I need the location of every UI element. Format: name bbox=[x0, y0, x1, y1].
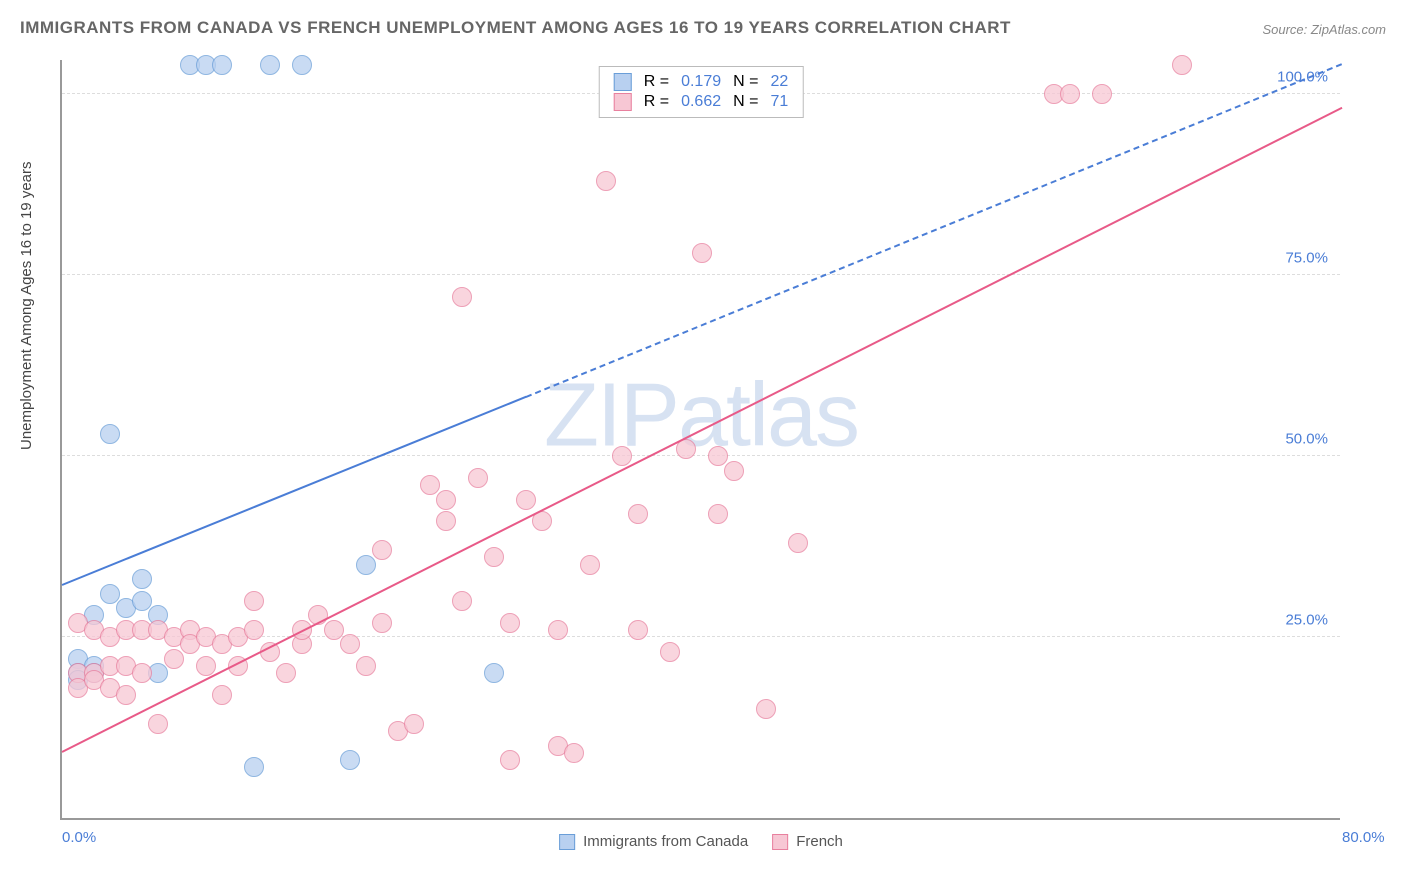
scatter-point bbox=[132, 663, 152, 683]
scatter-point bbox=[132, 569, 152, 589]
legend-n-label: N = bbox=[733, 73, 758, 91]
scatter-point bbox=[276, 663, 296, 683]
legend-r-value: 0.662 bbox=[681, 93, 721, 111]
scatter-point bbox=[212, 685, 232, 705]
scatter-point bbox=[244, 620, 264, 640]
ytick-label: 75.0% bbox=[1285, 250, 1328, 267]
legend-swatch bbox=[614, 73, 632, 91]
scatter-point bbox=[244, 757, 264, 777]
scatter-point bbox=[372, 540, 392, 560]
legend-correlation: R = 0.179 N = 22 R = 0.662 N = 71 bbox=[599, 66, 804, 118]
legend-n-value: 71 bbox=[770, 93, 788, 111]
scatter-point bbox=[708, 504, 728, 524]
scatter-point bbox=[484, 547, 504, 567]
scatter-point bbox=[260, 55, 280, 75]
trend-line bbox=[62, 396, 527, 586]
scatter-point bbox=[500, 613, 520, 633]
scatter-point bbox=[468, 468, 488, 488]
scatter-point bbox=[132, 591, 152, 611]
scatter-point bbox=[100, 584, 120, 604]
legend-row: R = 0.179 N = 22 bbox=[614, 73, 789, 91]
scatter-point bbox=[100, 424, 120, 444]
scatter-point bbox=[660, 642, 680, 662]
watermark: ZIPatlas bbox=[544, 365, 858, 468]
scatter-point bbox=[436, 490, 456, 510]
scatter-point bbox=[244, 591, 264, 611]
scatter-point bbox=[628, 504, 648, 524]
legend-swatch bbox=[559, 834, 575, 850]
ytick-label: 25.0% bbox=[1285, 612, 1328, 629]
scatter-point bbox=[452, 287, 472, 307]
scatter-point bbox=[356, 555, 376, 575]
plot-area: ZIPatlas R =0.179N =22R =0.662N =71 Immi… bbox=[60, 60, 1340, 820]
scatter-point bbox=[212, 55, 232, 75]
scatter-point bbox=[516, 490, 536, 510]
scatter-point bbox=[628, 620, 648, 640]
scatter-point bbox=[340, 750, 360, 770]
legend-label: Immigrants from Canada bbox=[583, 833, 748, 850]
scatter-point bbox=[596, 171, 616, 191]
legend-item: French bbox=[772, 833, 843, 850]
scatter-point bbox=[196, 656, 216, 676]
scatter-point bbox=[116, 685, 136, 705]
scatter-point bbox=[292, 55, 312, 75]
scatter-point bbox=[1092, 84, 1112, 104]
chart-title: IMMIGRANTS FROM CANADA VS FRENCH UNEMPLO… bbox=[20, 18, 1011, 38]
gridline bbox=[62, 455, 1340, 456]
scatter-point bbox=[500, 750, 520, 770]
scatter-point bbox=[484, 663, 504, 683]
scatter-point bbox=[580, 555, 600, 575]
legend-n-label: N = bbox=[733, 93, 758, 111]
scatter-point bbox=[612, 446, 632, 466]
gridline bbox=[62, 274, 1340, 275]
ytick-label: 50.0% bbox=[1285, 431, 1328, 448]
trend-line bbox=[62, 107, 1343, 753]
scatter-point bbox=[420, 475, 440, 495]
scatter-point bbox=[788, 533, 808, 553]
scatter-point bbox=[436, 511, 456, 531]
scatter-point bbox=[692, 243, 712, 263]
scatter-point bbox=[164, 649, 184, 669]
y-axis-label: Unemployment Among Ages 16 to 19 years bbox=[18, 161, 35, 450]
legend-series: Immigrants from Canada French bbox=[559, 833, 843, 850]
scatter-point bbox=[1172, 55, 1192, 75]
legend-label: French bbox=[796, 833, 843, 850]
scatter-point bbox=[356, 656, 376, 676]
ytick-label: 100.0% bbox=[1277, 69, 1328, 86]
legend-r-label: R = bbox=[644, 93, 669, 111]
legend-r-value: 0.179 bbox=[681, 73, 721, 91]
scatter-point bbox=[548, 620, 568, 640]
legend-row: R = 0.662 N = 71 bbox=[614, 93, 789, 111]
scatter-point bbox=[324, 620, 344, 640]
scatter-point bbox=[148, 714, 168, 734]
scatter-point bbox=[340, 634, 360, 654]
legend-n-value: 22 bbox=[770, 73, 788, 91]
scatter-point bbox=[372, 613, 392, 633]
scatter-point bbox=[724, 461, 744, 481]
scatter-point bbox=[1060, 84, 1080, 104]
xtick-label: 0.0% bbox=[62, 829, 96, 846]
legend-swatch bbox=[614, 93, 632, 111]
legend-r-label: R = bbox=[644, 73, 669, 91]
scatter-point bbox=[452, 591, 472, 611]
xtick-label: 80.0% bbox=[1342, 829, 1385, 846]
legend-swatch bbox=[772, 834, 788, 850]
scatter-point bbox=[756, 699, 776, 719]
scatter-point bbox=[404, 714, 424, 734]
source-attribution: Source: ZipAtlas.com bbox=[1262, 22, 1386, 37]
scatter-point bbox=[708, 446, 728, 466]
scatter-point bbox=[564, 743, 584, 763]
legend-item: Immigrants from Canada bbox=[559, 833, 748, 850]
